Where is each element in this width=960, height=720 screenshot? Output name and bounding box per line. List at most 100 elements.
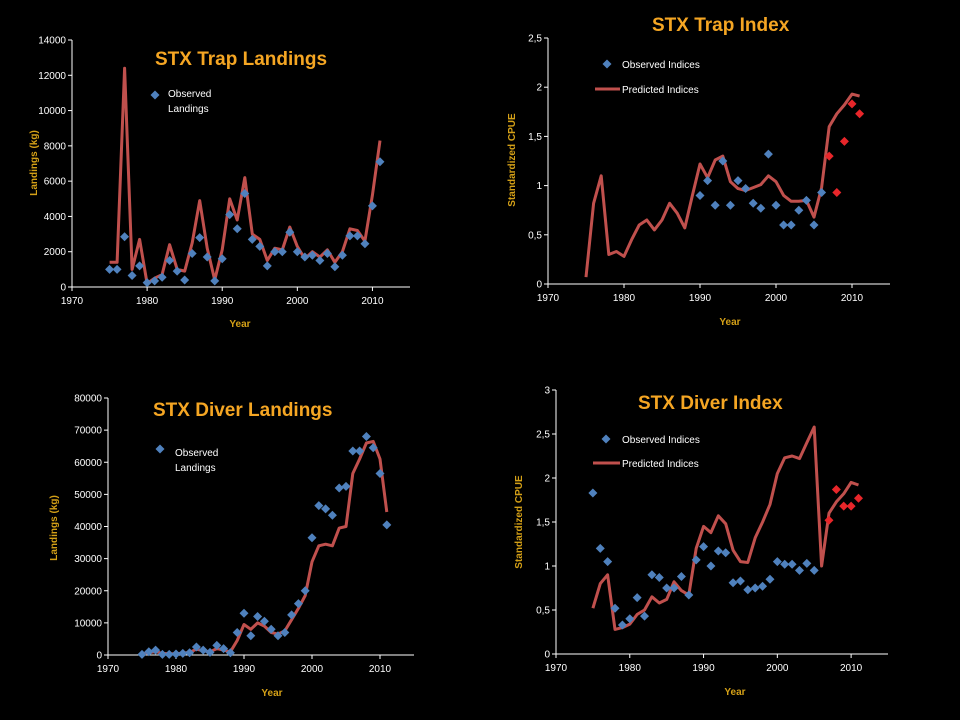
observed-point — [232, 224, 242, 234]
observed-point — [334, 483, 344, 493]
legend-observed-label: Observed Landings — [168, 89, 211, 115]
trap-landings-chart: 0 2000 4000 6000 8000 10000 12000 14000 1970 1980… — [29, 36, 410, 330]
observed-point — [640, 611, 650, 621]
observed-point — [763, 149, 773, 159]
observed-point — [375, 157, 385, 167]
observed-point — [809, 220, 819, 230]
observed-point — [112, 264, 122, 274]
x-tick-label: 1990 — [233, 664, 256, 675]
chart-title: STX Diver Landings — [153, 400, 332, 421]
observed-point — [240, 188, 250, 198]
observed-point — [300, 586, 310, 596]
legend-predicted-label: Predicted Indices — [622, 85, 699, 96]
observed-point — [330, 262, 340, 272]
observed-point — [120, 232, 130, 242]
observed-point — [165, 256, 175, 266]
observed-point — [713, 546, 723, 556]
x-tick-label: 2000 — [286, 296, 309, 307]
y-tick-label: 70000 — [74, 426, 102, 437]
y-tick-label: 6000 — [44, 177, 67, 188]
observed-point — [787, 559, 797, 569]
observed-point — [293, 599, 303, 609]
observed-point — [669, 583, 679, 593]
observed-point — [355, 446, 365, 456]
observed-point — [327, 510, 337, 520]
observed-recent-point — [839, 136, 849, 146]
y-tick-label: 12000 — [38, 71, 66, 82]
observed-point — [743, 585, 753, 595]
observed-point — [144, 647, 154, 657]
y-tick-label: 1,5 — [536, 518, 550, 529]
observed-point — [654, 572, 664, 582]
y-tick-label: 0 — [544, 650, 550, 661]
y-tick-label: 20000 — [74, 586, 102, 597]
observed-point — [253, 611, 263, 621]
x-tick-label: 2010 — [840, 663, 863, 674]
x-tick-label: 1970 — [97, 664, 120, 675]
observed-point — [270, 247, 280, 257]
observed-point — [341, 481, 351, 491]
y-tick-label: 8000 — [44, 141, 67, 152]
observed-point — [710, 200, 720, 210]
observed-recent-point — [855, 109, 865, 119]
observed-point — [695, 190, 705, 200]
y-axis-title: Landings (kg) — [49, 495, 60, 561]
observed-point — [191, 642, 201, 652]
observed-point — [210, 276, 220, 286]
observed-point — [246, 631, 256, 641]
observed-point — [779, 220, 789, 230]
y-tick-label: 1 — [544, 562, 550, 573]
x-tick-label: 2000 — [301, 664, 324, 675]
observed-point — [632, 593, 642, 603]
observed-recent-point — [832, 187, 842, 197]
observed-point — [718, 156, 728, 166]
observed-point — [150, 276, 160, 286]
y-tick-label: 0 — [96, 651, 102, 662]
predicted-series-line — [591, 425, 859, 631]
x-tick-label: 1970 — [61, 296, 84, 307]
observed-point — [617, 620, 627, 630]
y-tick-label: 2000 — [44, 247, 67, 258]
observed-point — [142, 278, 152, 288]
x-tick-label: 1990 — [211, 296, 234, 307]
observed-point — [300, 252, 310, 262]
observed-point — [180, 275, 190, 285]
legend-observed-marker — [602, 59, 612, 69]
y-axis-title: Standardized CPUE — [514, 475, 525, 569]
observed-point — [157, 649, 167, 659]
diver-index-chart: 0 0,5 1 1,5 2 2,5 3 1970 1980 1990 2000 2010 Year Sta… — [514, 386, 888, 698]
observed-point — [786, 220, 796, 230]
observed-point — [345, 231, 355, 241]
y-tick-label: 30000 — [74, 554, 102, 565]
observed-point — [307, 250, 317, 260]
observed-recent-point — [824, 515, 834, 525]
observed-point — [337, 250, 347, 260]
trap-index-chart: 0 0,5 1 1,5 2 2,5 1970 1980 1990 2000 2010 Year Stan… — [507, 15, 890, 328]
x-tick-label: 2010 — [361, 296, 384, 307]
observed-point — [756, 203, 766, 213]
observed-point — [225, 648, 235, 658]
y-tick-label: 10000 — [74, 618, 102, 629]
observed-point — [105, 264, 115, 274]
y-tick-label: 3 — [544, 386, 550, 397]
observed-point — [741, 184, 751, 194]
observed-point — [255, 241, 265, 251]
observed-point — [266, 624, 276, 634]
observed-point — [801, 195, 811, 205]
legend-observed-label: Observed Indices — [622, 435, 700, 446]
observed-point — [217, 254, 227, 264]
x-axis-title: Year — [724, 687, 745, 698]
x-tick-label: 1980 — [613, 293, 636, 304]
observed-point — [285, 227, 295, 237]
observed-point — [802, 558, 812, 568]
observed-point — [212, 640, 222, 650]
observed-point — [794, 205, 804, 215]
observed-recent-point — [846, 501, 856, 511]
observed-point — [219, 644, 229, 654]
predicted-series-line — [584, 92, 860, 278]
y-tick-label: 1,5 — [528, 132, 542, 143]
observed-point — [157, 272, 167, 282]
legend-observed-label: Observed Landings — [175, 448, 218, 474]
y-tick-label: 4000 — [44, 212, 67, 223]
